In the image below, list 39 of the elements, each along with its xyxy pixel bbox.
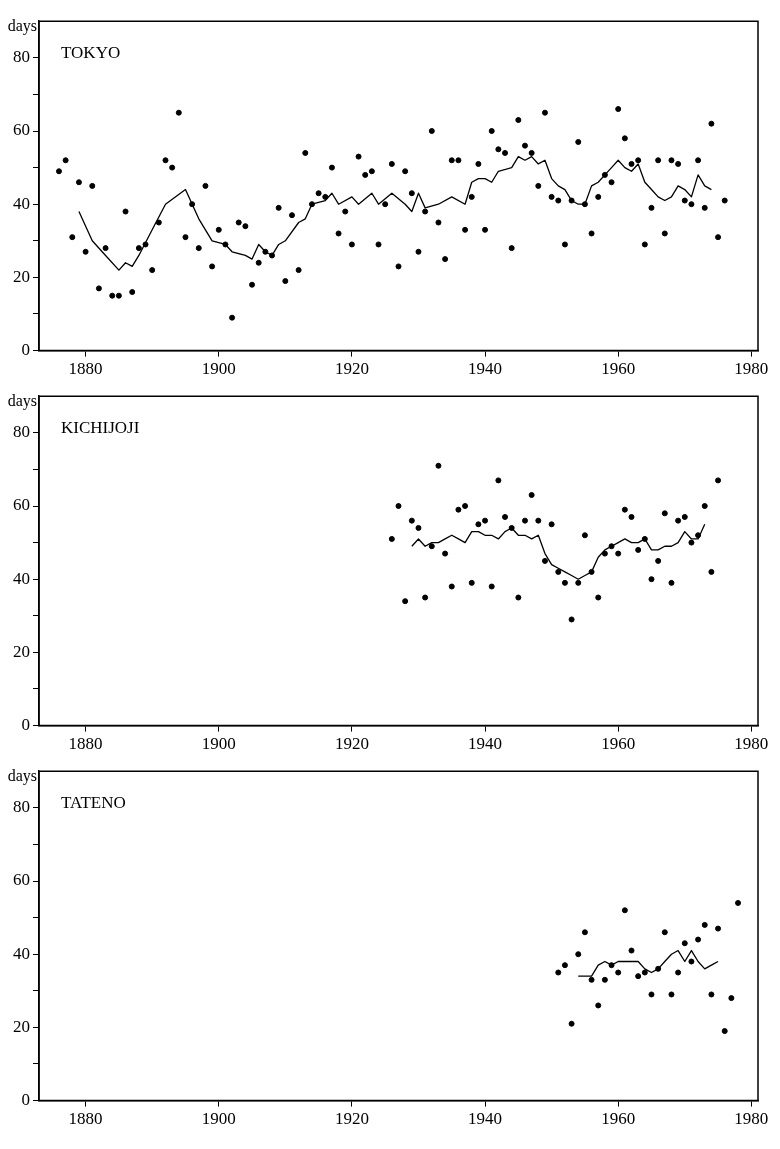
y-axis-title: days bbox=[7, 767, 37, 786]
text: TOKYO bbox=[61, 43, 121, 63]
x-tick-label: 1900 bbox=[201, 359, 236, 379]
x-tick-label: 1880 bbox=[68, 1109, 103, 1129]
y-tick-label: 40 bbox=[13, 568, 30, 588]
x-tick-label: 1880 bbox=[68, 734, 103, 754]
y-tick-label: 20 bbox=[13, 641, 30, 661]
y-tick-label: 40 bbox=[13, 193, 30, 213]
text: KICHIJOJI bbox=[61, 418, 140, 438]
x-tick-label: 1960 bbox=[601, 1109, 636, 1129]
x-tick-label: 1880 bbox=[68, 359, 103, 379]
x-tick-label: 1940 bbox=[468, 359, 503, 379]
x-tick-label: 1920 bbox=[334, 734, 369, 754]
y-tick-label: 40 bbox=[13, 943, 30, 963]
text: TATENO bbox=[61, 793, 126, 813]
y-tick-label: 0 bbox=[21, 1090, 30, 1110]
x-tick-label: 1940 bbox=[468, 1109, 503, 1129]
y-tick-label: 80 bbox=[13, 797, 30, 817]
y-axis-title: days bbox=[7, 392, 37, 411]
y-tick-label: 0 bbox=[21, 715, 30, 735]
y-tick-label: 20 bbox=[13, 1016, 30, 1036]
y-tick-label: 20 bbox=[13, 266, 30, 286]
y-axis-title: days bbox=[7, 17, 37, 36]
y-tick-label: 0 bbox=[21, 340, 30, 360]
y-tick-label: 60 bbox=[13, 120, 30, 140]
x-tick-label: 1920 bbox=[334, 1109, 369, 1129]
y-tick-label: 60 bbox=[13, 870, 30, 890]
y-tick-label: 80 bbox=[13, 422, 30, 442]
x-tick-label: 1940 bbox=[468, 734, 503, 754]
x-tick-label: 1980 bbox=[734, 359, 769, 379]
y-tick-label: 80 bbox=[13, 47, 30, 67]
x-tick-label: 1980 bbox=[734, 1109, 769, 1129]
x-tick-label: 1900 bbox=[201, 734, 236, 754]
x-tick-label: 1960 bbox=[601, 734, 636, 754]
x-tick-label: 1980 bbox=[734, 734, 769, 754]
x-tick-label: 1900 bbox=[201, 1109, 236, 1129]
x-tick-label: 1920 bbox=[334, 359, 369, 379]
x-tick-label: 1960 bbox=[601, 359, 636, 379]
y-tick-label: 60 bbox=[13, 495, 30, 515]
